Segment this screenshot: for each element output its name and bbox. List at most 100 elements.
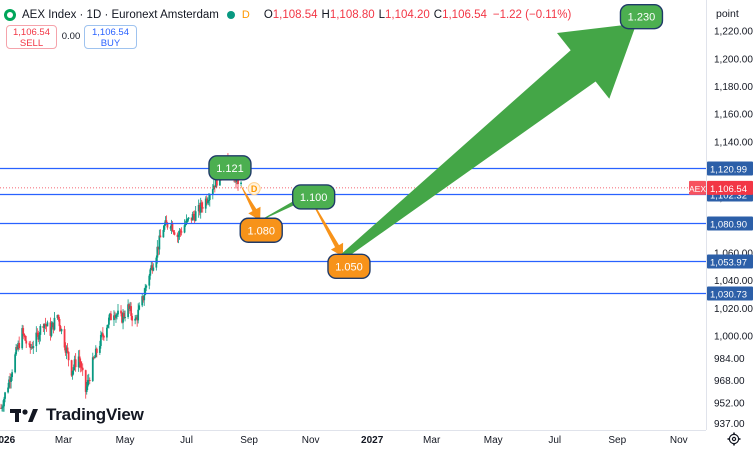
candle-body <box>213 185 216 188</box>
candle <box>208 193 211 207</box>
candle <box>141 293 144 308</box>
candle <box>143 288 146 306</box>
candle-body <box>31 346 34 349</box>
candle-body <box>77 356 80 368</box>
candle <box>114 311 116 320</box>
y-tick-label: 1,200.00 <box>714 54 753 65</box>
current-price-tag <box>707 180 753 195</box>
candle-body <box>165 220 168 223</box>
level-price-label: 1,102.32 <box>710 191 747 202</box>
candle-body <box>44 323 47 326</box>
candle <box>109 312 111 321</box>
candle-body <box>38 334 41 340</box>
bullish-target-label: 1.230 <box>619 3 664 30</box>
candle-body <box>148 275 151 286</box>
level-price-label: 1,120.99 <box>710 165 747 176</box>
low-value: 1,104.20 <box>385 9 430 21</box>
symbol-tag-label: AEX <box>689 184 706 194</box>
candle <box>191 211 194 221</box>
annotation-box <box>291 184 336 210</box>
candle-body <box>84 370 87 392</box>
candle-body <box>170 223 173 228</box>
candle <box>120 305 122 317</box>
chart-header: AEX Index · 1D · Euronext Amsterdam D O … <box>4 6 571 24</box>
candle-body <box>192 213 195 216</box>
candle-body <box>134 318 137 321</box>
candle <box>24 335 27 341</box>
candle <box>45 324 48 332</box>
candle-body <box>11 372 14 378</box>
candle <box>100 332 103 338</box>
x-tick-label: Jul <box>548 435 561 446</box>
candle <box>66 343 69 354</box>
candle <box>156 240 159 264</box>
candle-body <box>28 343 31 345</box>
candle-body <box>144 287 147 295</box>
y-tick-label: 1,060.00 <box>714 248 753 259</box>
tradingview-logo[interactable]: TradingView <box>10 405 144 425</box>
settings-gear-icon[interactable] <box>727 432 741 446</box>
low-label: L <box>378 9 386 21</box>
candle-body <box>29 343 32 349</box>
candle <box>127 299 129 319</box>
candle-body <box>79 361 82 368</box>
candle <box>38 332 41 345</box>
candle-body <box>80 367 83 369</box>
candle-body <box>30 346 33 349</box>
level-price-label: 1,053.97 <box>710 258 747 269</box>
candle-body <box>16 347 19 350</box>
candle-body <box>8 379 10 388</box>
level-price-label: 1,080.90 <box>710 220 747 231</box>
change-value: −1.22 (−0.11%) <box>492 9 572 21</box>
candle <box>152 263 155 272</box>
candle <box>142 295 145 303</box>
candle-body <box>162 229 165 238</box>
annotation-box <box>239 217 283 243</box>
candle-body <box>65 347 68 353</box>
candle <box>129 301 132 312</box>
candle <box>172 230 175 235</box>
candle <box>177 231 180 244</box>
candle-body <box>204 198 207 209</box>
candle-body <box>94 348 97 358</box>
candle-body <box>73 359 76 368</box>
symbol-title[interactable]: AEX Index · 1D · Euronext Amsterdam <box>22 9 219 21</box>
candle-body <box>178 230 181 235</box>
candle-body <box>23 333 26 336</box>
x-tick-label: 2027 <box>361 435 384 446</box>
candle-body <box>190 217 193 221</box>
candle-body <box>205 198 208 203</box>
candle-body <box>46 322 49 327</box>
y-tick-label: 1,000.00 <box>714 332 753 343</box>
candle <box>101 327 104 340</box>
candle <box>165 215 168 223</box>
candle <box>138 302 141 311</box>
candle-body <box>176 234 179 237</box>
candle <box>8 376 10 389</box>
candle-body <box>171 223 174 232</box>
buy-button[interactable]: 1,106.54 BUY <box>84 25 137 49</box>
sell-button[interactable]: 1,106.54 SELL <box>6 25 57 49</box>
candle-body <box>117 310 119 315</box>
bearish-target-label: 1.050 <box>327 253 371 280</box>
candle-body <box>116 314 118 316</box>
candle <box>86 374 89 390</box>
candle <box>121 312 123 324</box>
candle-body <box>98 345 101 353</box>
candle <box>180 227 183 236</box>
candle <box>7 382 9 394</box>
candle <box>171 221 174 232</box>
candle <box>113 310 115 327</box>
candle-body <box>91 357 94 381</box>
market-status-icon <box>4 9 16 21</box>
candle-body <box>86 380 89 387</box>
candle-body <box>197 205 200 212</box>
y-tick-label: 937.00 <box>714 419 745 430</box>
candle <box>115 313 117 323</box>
candle-body <box>215 176 218 186</box>
candle <box>10 373 12 389</box>
candle <box>186 218 189 223</box>
candle <box>151 261 154 274</box>
candle-body <box>10 377 12 382</box>
